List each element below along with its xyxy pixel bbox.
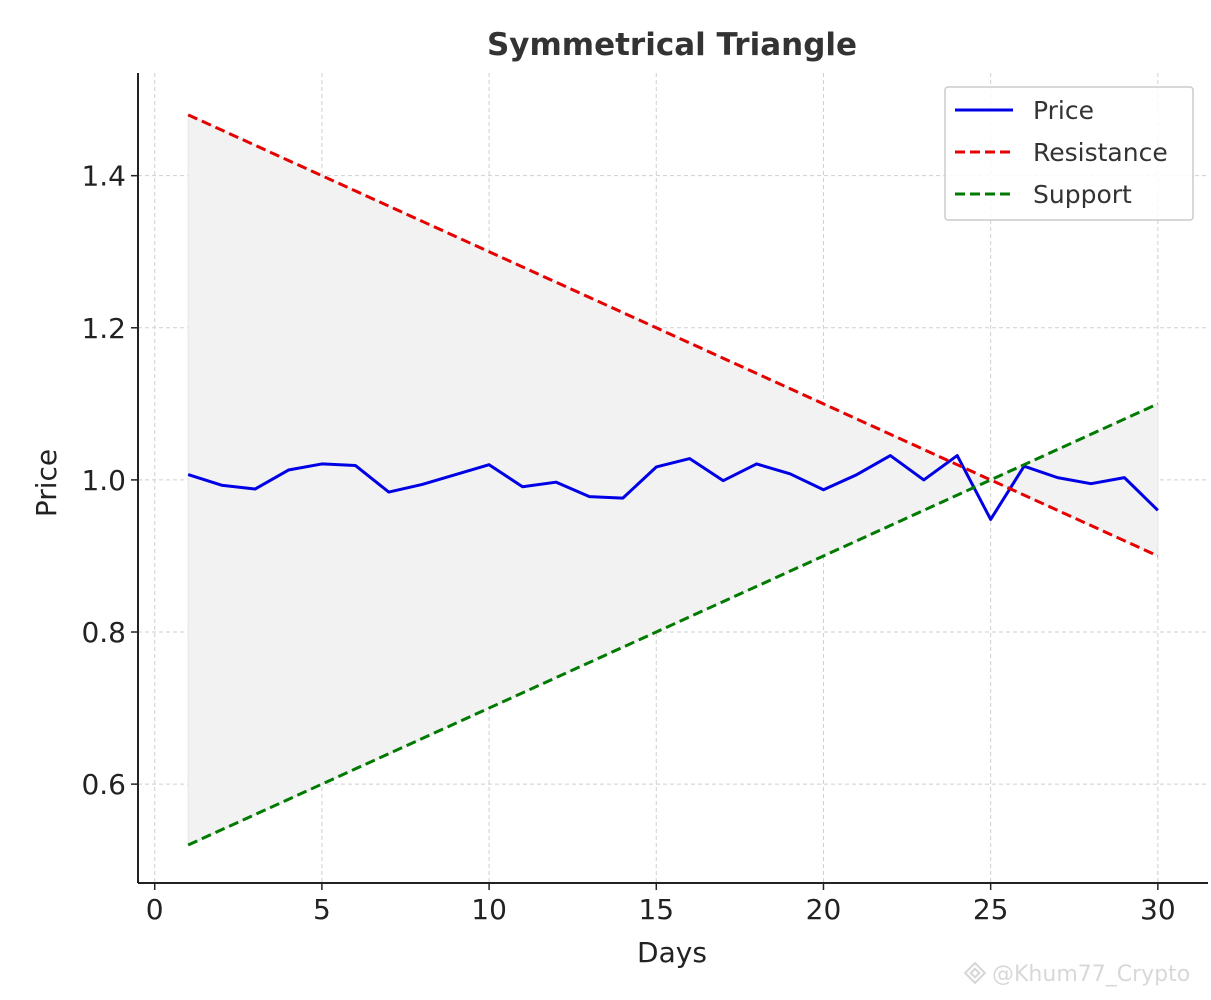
x-tick-label: 10 xyxy=(471,893,507,926)
legend-label-support: Support xyxy=(1033,180,1132,209)
x-tick-label: 20 xyxy=(806,893,842,926)
legend-label-price: Price xyxy=(1033,96,1094,125)
x-tick-label: 0 xyxy=(146,893,164,926)
axes xyxy=(137,73,1208,884)
watermark: @Khum77_Crypto xyxy=(963,961,1190,987)
x-tick-label: 30 xyxy=(1140,893,1176,926)
y-tick-label: 1.4 xyxy=(81,160,126,193)
y-tick-label: 1.0 xyxy=(81,464,126,497)
x-ticks: 0 5 10 15 20 25 30 xyxy=(146,883,1176,926)
legend-items: Price Resistance Support xyxy=(955,96,1168,209)
x-axis-title: Days xyxy=(637,936,707,969)
series-line-support xyxy=(187,402,1159,847)
y-tick-label: 0.6 xyxy=(81,768,126,801)
series-group xyxy=(187,113,1159,847)
legend: Price Resistance Support xyxy=(944,86,1194,221)
y-ticks: 0.6 0.8 1.0 1.2 1.4 xyxy=(81,160,138,801)
legend-box xyxy=(944,86,1194,221)
series-line-price xyxy=(187,454,1159,521)
x-tick-label: 15 xyxy=(638,893,674,926)
chart-title: Symmetrical Triangle xyxy=(487,27,857,63)
binance-logo-icon xyxy=(963,961,987,985)
y-axis-title: Price xyxy=(30,449,63,517)
triangle-fill-area xyxy=(187,114,1159,846)
series-line-resistance xyxy=(187,113,1159,558)
x-tick-label: 5 xyxy=(313,893,331,926)
y-tick-label: 0.8 xyxy=(81,616,126,649)
legend-label-resistance: Resistance xyxy=(1033,138,1168,167)
watermark-text: @Khum77_Crypto xyxy=(992,962,1190,987)
x-tick-label: 25 xyxy=(973,893,1009,926)
y-tick-label: 1.2 xyxy=(81,312,126,345)
